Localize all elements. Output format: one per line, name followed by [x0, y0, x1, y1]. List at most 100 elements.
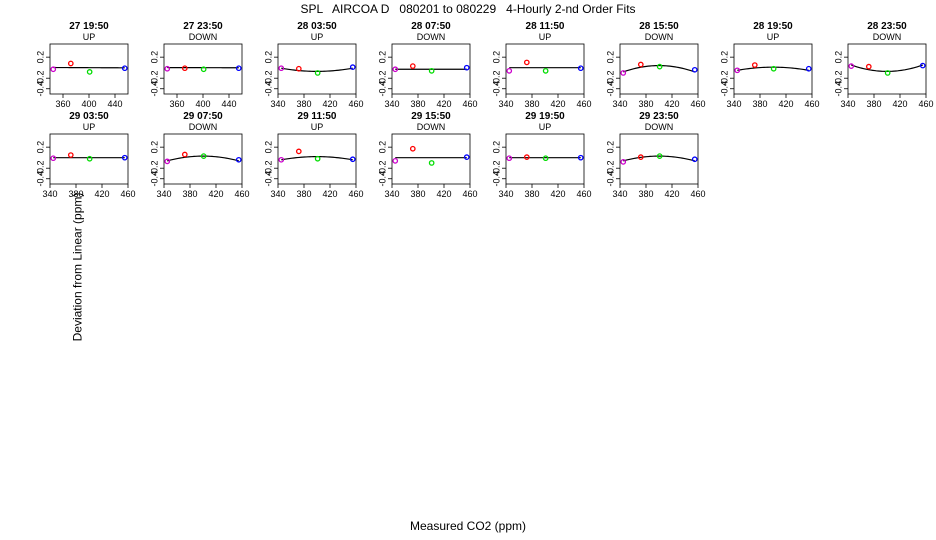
data-point-blue: [691, 156, 698, 163]
y-tick-label: 0.2: [491, 51, 501, 64]
panel-frame: [163, 43, 243, 95]
y-tick-label: -0.2: [491, 70, 501, 86]
panel-subtitle: DOWN: [189, 32, 218, 42]
data-point-red: [181, 65, 188, 72]
data-point-blue: [235, 156, 242, 163]
panel-title: 28 11:50: [526, 21, 565, 32]
y-tick-label: 0.2: [377, 51, 387, 64]
data-point-purple: [164, 158, 171, 165]
x-tick-label: 460: [348, 99, 363, 109]
data-point-red: [409, 145, 416, 152]
panel-title: 29 03:50: [69, 111, 109, 122]
data-point-red: [67, 60, 74, 67]
panel-title: 28 23:50: [867, 21, 907, 32]
data-point-blue: [805, 65, 812, 72]
y-tick-label: -0.4: [833, 81, 843, 97]
y-tick-label: 0.2: [35, 141, 45, 154]
panel-frame: [847, 43, 927, 95]
data-point-purple: [848, 63, 855, 69]
x-tick-label: 340: [270, 189, 285, 199]
data-point-blue: [349, 156, 356, 163]
data-point-purple: [620, 159, 627, 165]
panel-subtitle: DOWN: [645, 32, 674, 42]
x-tick-label: 460: [690, 189, 705, 199]
x-tick-label: 460: [918, 99, 933, 109]
x-tick-label: 380: [524, 99, 539, 109]
panel-title: 28 15:50: [639, 21, 679, 32]
panel-subtitle: UP: [311, 122, 324, 132]
data-point-blue: [463, 154, 470, 161]
y-tick-label: -0.2: [35, 70, 45, 86]
data-point-blue: [463, 64, 470, 71]
x-tick-label: 460: [576, 189, 591, 199]
y-tick-label: -0.4: [719, 81, 729, 97]
panel-frame: [619, 43, 699, 95]
data-point-purple: [50, 66, 57, 73]
x-tick-label: 360: [55, 99, 70, 109]
data-point-purple: [392, 66, 399, 73]
fit-curve: [623, 64, 695, 73]
x-tick-label: 420: [322, 99, 337, 109]
data-point-purple: [506, 67, 513, 74]
data-point-red: [523, 59, 530, 66]
data-point-purple: [278, 65, 285, 72]
panel-subtitle: UP: [311, 32, 324, 42]
data-point-blue: [235, 65, 242, 72]
y-tick-label: -0.4: [263, 81, 273, 97]
y-tick-label: -0.2: [491, 160, 501, 176]
panel-title: 28 03:50: [297, 21, 337, 32]
data-point-blue: [349, 64, 356, 71]
y-tick-label: -0.4: [263, 171, 273, 187]
x-tick-label: 420: [778, 99, 793, 109]
data-point-blue: [577, 154, 584, 161]
y-tick-label: 0.2: [833, 51, 843, 64]
x-tick-label: 380: [638, 189, 653, 199]
panel-subtitle: DOWN: [645, 122, 674, 132]
data-point-red: [865, 63, 872, 70]
y-tick-label: 0.2: [263, 51, 273, 64]
data-point-blue: [577, 65, 584, 72]
y-tick-label: -0.2: [263, 70, 273, 86]
x-tick-label: 360: [169, 99, 184, 109]
x-tick-label: 420: [892, 99, 907, 109]
x-tick-label: 440: [107, 99, 122, 109]
data-point-green: [542, 67, 549, 74]
data-point-red: [295, 148, 302, 155]
panel-subtitle: UP: [767, 32, 780, 42]
data-point-blue: [919, 62, 926, 69]
x-tick-label: 340: [726, 99, 741, 109]
x-tick-label: 420: [94, 189, 109, 199]
x-tick-label: 340: [42, 189, 57, 199]
panel-title: 28 19:50: [753, 21, 793, 32]
panel-frame: [505, 133, 585, 185]
x-tick-label: 420: [436, 99, 451, 109]
y-tick-label: -0.2: [35, 160, 45, 176]
x-tick-label: 380: [638, 99, 653, 109]
x-tick-label: 460: [576, 99, 591, 109]
data-point-green: [428, 67, 435, 74]
y-tick-label: -0.4: [605, 171, 615, 187]
x-tick-label: 400: [195, 99, 210, 109]
y-tick-label: 0.2: [377, 141, 387, 154]
panel-subtitle: UP: [539, 32, 552, 42]
x-tick-label: 420: [550, 99, 565, 109]
x-tick-label: 380: [68, 189, 83, 199]
data-point-green: [428, 160, 435, 166]
data-point-red: [295, 65, 302, 72]
data-point-red: [67, 152, 74, 158]
y-tick-label: -0.2: [377, 160, 387, 176]
data-point-green: [656, 63, 663, 70]
y-tick-label: -0.4: [605, 81, 615, 97]
x-tick-label: 420: [322, 189, 337, 199]
data-point-red: [523, 154, 530, 161]
panel-subtitle: UP: [83, 32, 96, 42]
data-point-green: [770, 65, 777, 72]
data-point-green: [314, 155, 321, 162]
